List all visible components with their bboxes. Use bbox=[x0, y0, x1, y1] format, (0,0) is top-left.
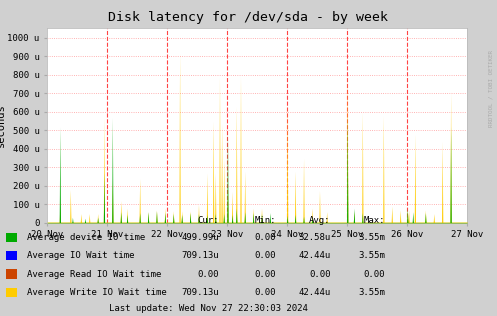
Text: Average Read IO Wait time: Average Read IO Wait time bbox=[27, 270, 162, 278]
Text: 3.55m: 3.55m bbox=[358, 233, 385, 242]
Text: 42.44u: 42.44u bbox=[298, 251, 331, 260]
Text: 499.99u: 499.99u bbox=[181, 233, 219, 242]
Text: Average device IO time: Average device IO time bbox=[27, 233, 146, 242]
Text: 709.13u: 709.13u bbox=[181, 288, 219, 297]
Y-axis label: seconds: seconds bbox=[0, 104, 6, 148]
Text: 0.00: 0.00 bbox=[254, 233, 276, 242]
Text: Min:: Min: bbox=[254, 216, 276, 225]
Text: 709.13u: 709.13u bbox=[181, 251, 219, 260]
Text: Average IO Wait time: Average IO Wait time bbox=[27, 251, 135, 260]
Text: Max:: Max: bbox=[364, 216, 385, 225]
Text: 0.00: 0.00 bbox=[364, 270, 385, 278]
Text: Disk latency for /dev/sda - by week: Disk latency for /dev/sda - by week bbox=[108, 11, 389, 24]
Text: Cur:: Cur: bbox=[197, 216, 219, 225]
Text: 3.55m: 3.55m bbox=[358, 251, 385, 260]
Text: 3.55m: 3.55m bbox=[358, 288, 385, 297]
Text: 42.44u: 42.44u bbox=[298, 288, 331, 297]
Text: 0.00: 0.00 bbox=[254, 270, 276, 278]
Text: 0.00: 0.00 bbox=[309, 270, 331, 278]
Text: Last update: Wed Nov 27 22:30:03 2024: Last update: Wed Nov 27 22:30:03 2024 bbox=[109, 304, 308, 313]
Text: 32.58u: 32.58u bbox=[298, 233, 331, 242]
Text: RRDTOOL / TOBI OETIKER: RRDTOOL / TOBI OETIKER bbox=[489, 50, 494, 127]
Text: Average Write IO Wait time: Average Write IO Wait time bbox=[27, 288, 167, 297]
Text: 0.00: 0.00 bbox=[254, 251, 276, 260]
Text: 0.00: 0.00 bbox=[197, 270, 219, 278]
Text: Avg:: Avg: bbox=[309, 216, 331, 225]
Text: 0.00: 0.00 bbox=[254, 288, 276, 297]
